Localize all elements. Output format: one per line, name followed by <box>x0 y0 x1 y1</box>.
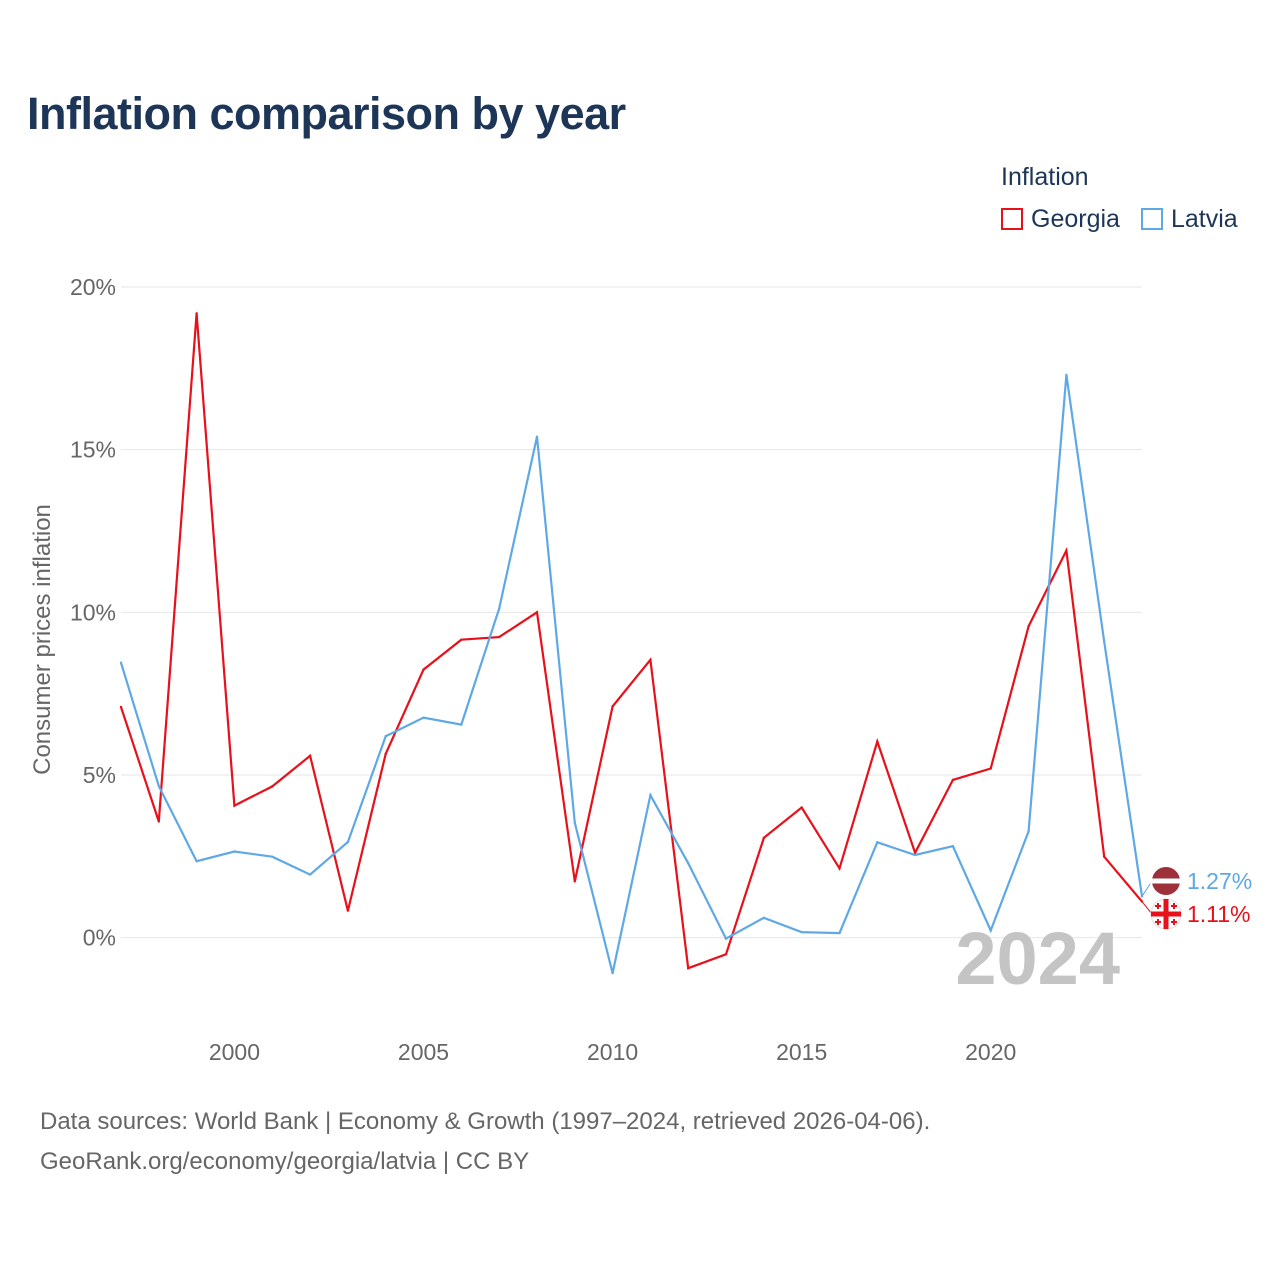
x-tick-label: 2005 <box>398 1039 449 1065</box>
georgia-flag-small-cross <box>1155 921 1161 923</box>
data-point-latvia <box>838 931 841 935</box>
data-point-latvia <box>951 845 955 848</box>
data-point-georgia <box>422 668 425 671</box>
georgia-flag-icon <box>1141 898 1182 930</box>
data-point-georgia <box>724 953 728 956</box>
data-point-georgia <box>838 867 841 870</box>
data-point-georgia <box>535 611 539 614</box>
data-point-georgia <box>346 909 350 912</box>
data-point-georgia <box>649 658 652 662</box>
data-point-georgia <box>687 967 690 970</box>
data-point-georgia <box>157 820 161 823</box>
data-point-latvia <box>535 435 539 438</box>
y-tick-label: 20% <box>70 274 116 300</box>
year-watermark-group: 2024 <box>955 917 1120 1000</box>
year-watermark: 2024 <box>955 917 1120 1000</box>
legend-label-georgia: Georgia <box>1031 204 1120 233</box>
data-point-latvia <box>422 716 425 719</box>
data-point-georgia <box>989 767 992 770</box>
data-point-latvia <box>649 793 652 797</box>
data-point-georgia <box>1027 625 1030 628</box>
y-tick-label: 5% <box>83 762 116 788</box>
data-point-georgia <box>271 785 274 788</box>
data-point-latvia <box>611 971 614 975</box>
legend-swatch-latvia <box>1141 208 1163 230</box>
latvia-flag-icon <box>1141 865 1182 897</box>
data-point-georgia <box>195 312 198 315</box>
data-point-latvia <box>195 860 198 863</box>
data-point-georgia <box>951 778 955 782</box>
chart-title: Inflation comparison by year <box>27 88 626 139</box>
data-point-georgia <box>913 851 917 854</box>
legend-item-georgia[interactable]: Georgia <box>1001 205 1120 233</box>
georgia-leader-line <box>1141 901 1153 915</box>
data-point-georgia <box>497 635 501 639</box>
x-tick-label: 2010 <box>587 1039 638 1065</box>
georgia-end-label: 1.11% <box>1187 901 1251 927</box>
data-point-georgia <box>573 880 576 883</box>
series-lines <box>119 312 1144 975</box>
legend-title: Inflation <box>1001 163 1089 191</box>
data-point-latvia <box>1027 830 1030 833</box>
axes: 0% 5% 10% 15% 20% 2000 2005 2010 2015 2020 Consume… <box>29 274 1016 1065</box>
data-point-latvia <box>271 855 274 858</box>
x-tick-label: 2015 <box>776 1039 827 1065</box>
data-point-latvia <box>913 853 917 857</box>
data-point-latvia <box>876 841 879 844</box>
y-tick-label: 10% <box>70 599 116 625</box>
data-point-latvia <box>1065 373 1068 377</box>
data-point-georgia <box>119 705 123 709</box>
data-point-georgia <box>1065 549 1068 552</box>
footer-credit: GeoRank.org/economy/georgia/latvia | CC … <box>40 1148 530 1175</box>
data-point-georgia <box>611 705 614 708</box>
georgia-flag-small-cross <box>1171 905 1177 907</box>
data-point-georgia <box>800 806 803 809</box>
data-point-latvia <box>1102 640 1106 643</box>
series-line-latvia <box>119 374 1144 974</box>
end-labels: 1.27% 1.11% <box>1141 865 1252 930</box>
data-point-latvia <box>460 723 463 726</box>
data-point-latvia <box>233 850 236 853</box>
data-point-latvia <box>497 607 501 610</box>
data-point-latvia <box>573 821 576 825</box>
data-point-latvia <box>989 929 992 932</box>
series-line-georgia <box>119 313 1143 970</box>
data-point-georgia <box>384 752 387 756</box>
data-point-latvia <box>724 937 728 940</box>
gridlines <box>121 286 1142 939</box>
data-point-latvia <box>346 840 350 844</box>
legend-swatch-georgia <box>1001 208 1023 230</box>
data-point-georgia <box>233 804 236 807</box>
legend-item-latvia[interactable]: Latvia <box>1141 205 1238 233</box>
y-tick-label: 15% <box>70 437 116 463</box>
latvia-end-label: 1.27% <box>1187 868 1252 894</box>
data-point-georgia <box>876 740 879 743</box>
footer-source: Data sources: World Bank | Economy & Gro… <box>40 1108 931 1135</box>
data-point-latvia <box>384 735 387 738</box>
data-point-georgia <box>1102 855 1106 858</box>
data-point-georgia <box>460 638 463 641</box>
data-point-georgia <box>308 754 312 758</box>
y-axis-title: Consumer prices inflation <box>29 504 56 775</box>
data-point-georgia <box>762 836 766 839</box>
data-point-latvia <box>308 873 312 876</box>
x-tick-label: 2020 <box>965 1039 1016 1065</box>
data-point-latvia <box>687 861 690 865</box>
data-point-latvia <box>800 930 803 934</box>
data-point-latvia <box>157 784 161 788</box>
latvia-flag-stripe <box>1151 878 1181 884</box>
x-tick-label: 2000 <box>209 1039 260 1065</box>
georgia-flag-vbar <box>1163 899 1169 929</box>
data-point-latvia <box>762 916 766 920</box>
georgia-flag-small-cross <box>1171 921 1177 923</box>
data-point-latvia <box>119 661 123 664</box>
y-tick-label: 0% <box>83 925 116 951</box>
georgia-flag-small-cross <box>1155 905 1161 907</box>
legend-label-latvia: Latvia <box>1171 204 1238 233</box>
